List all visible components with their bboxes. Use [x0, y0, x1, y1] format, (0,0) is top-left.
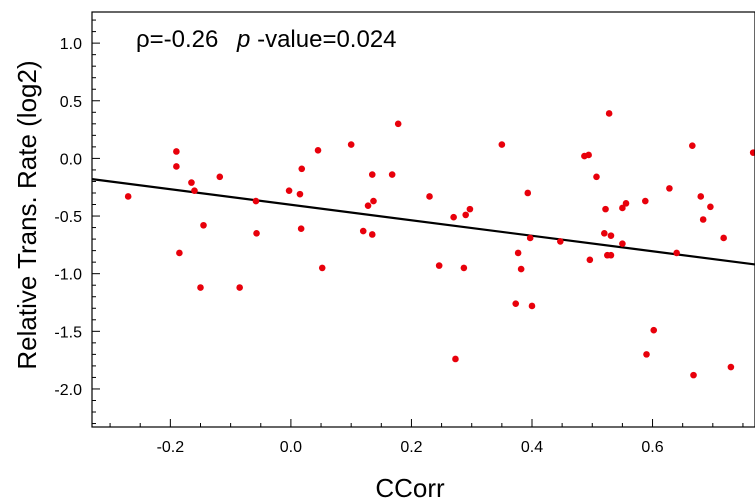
data-point [514, 249, 522, 257]
data-point [749, 149, 755, 156]
data-point [297, 225, 305, 233]
data-point [699, 216, 707, 223]
data-point [253, 230, 260, 237]
data-point [200, 221, 207, 229]
data-point [188, 179, 195, 186]
data-point [689, 142, 696, 150]
data-point [642, 197, 649, 205]
data-point [557, 238, 564, 245]
p-symbol: p [236, 26, 250, 53]
data-point [364, 202, 372, 209]
y-tick-label: 0.0 [60, 151, 82, 168]
data-point [426, 193, 433, 200]
data-points [124, 110, 755, 379]
trend-line [91, 178, 755, 266]
data-point [460, 264, 468, 272]
x-tick-label: 0.2 [400, 439, 422, 456]
data-point [707, 203, 714, 211]
data-point [394, 120, 402, 128]
y-tick-label: 1.0 [60, 36, 82, 53]
data-point [586, 256, 594, 264]
data-point [370, 197, 377, 205]
data-point [197, 284, 204, 291]
data-point [285, 187, 293, 194]
data-point [368, 231, 376, 238]
data-point [619, 240, 626, 248]
data-point [173, 148, 180, 155]
x-tick-label: 0.0 [280, 439, 302, 456]
data-point [298, 165, 306, 173]
data-point [466, 205, 474, 213]
data-point [347, 141, 355, 148]
x-tick-label: -0.2 [157, 439, 185, 456]
data-point [435, 262, 443, 269]
data-point [602, 205, 609, 213]
data-point [452, 355, 459, 363]
plot-frame [91, 11, 755, 428]
data-point [601, 230, 608, 237]
data-point [236, 284, 243, 291]
data-point [296, 190, 304, 198]
data-point [585, 151, 592, 159]
data-point [593, 173, 600, 181]
data-point [252, 197, 260, 205]
y-tick-label: -1.5 [54, 324, 82, 341]
data-point [176, 249, 183, 257]
tick-labels: -0.2 0.0 0.2 0.4 0.6 1.0 0.5 0.0 -0.5 -1.0 -1.5 -2.… [54, 36, 663, 456]
data-point [650, 326, 658, 334]
data-point [622, 200, 630, 207]
data-point [528, 302, 536, 310]
data-point [526, 234, 534, 242]
data-point [607, 251, 615, 259]
data-point [720, 234, 727, 242]
data-point [697, 193, 705, 200]
rho-text: ρ=-0.26 [136, 26, 218, 53]
data-point [517, 265, 525, 273]
data-point [191, 187, 198, 194]
data-point [450, 213, 457, 221]
x-tick-label: 0.6 [641, 439, 663, 456]
data-point [216, 173, 224, 181]
y-tick-label: 0.5 [60, 94, 82, 111]
y-tick-label: -0.5 [54, 209, 82, 226]
data-point [666, 185, 673, 192]
data-point [727, 363, 735, 371]
data-point [359, 227, 367, 235]
data-point [173, 163, 180, 170]
axis-ticks [92, 19, 744, 427]
x-axis-title: CCorr [375, 473, 445, 503]
p-value-text: -value=0.024 [257, 26, 396, 53]
data-point [673, 249, 680, 257]
data-point [462, 211, 469, 219]
data-point [643, 351, 650, 358]
data-point [607, 232, 615, 239]
correlation-annotation: ρ=-0.26 p -value=0.024 [136, 26, 397, 53]
data-point [619, 204, 626, 212]
data-point [512, 300, 520, 307]
data-point [314, 147, 322, 154]
data-point [498, 141, 506, 148]
data-point [318, 264, 326, 272]
data-point [388, 171, 396, 178]
data-point [524, 189, 532, 197]
data-point [368, 171, 376, 178]
y-tick-label: -1.0 [54, 267, 82, 284]
y-tick-label: -2.0 [54, 382, 82, 399]
data-point [605, 110, 613, 117]
data-point [124, 193, 132, 200]
x-tick-label: 0.4 [521, 439, 543, 456]
y-axis-title: Relative Trans. Rate (log2) [12, 60, 42, 369]
data-point [690, 371, 697, 379]
